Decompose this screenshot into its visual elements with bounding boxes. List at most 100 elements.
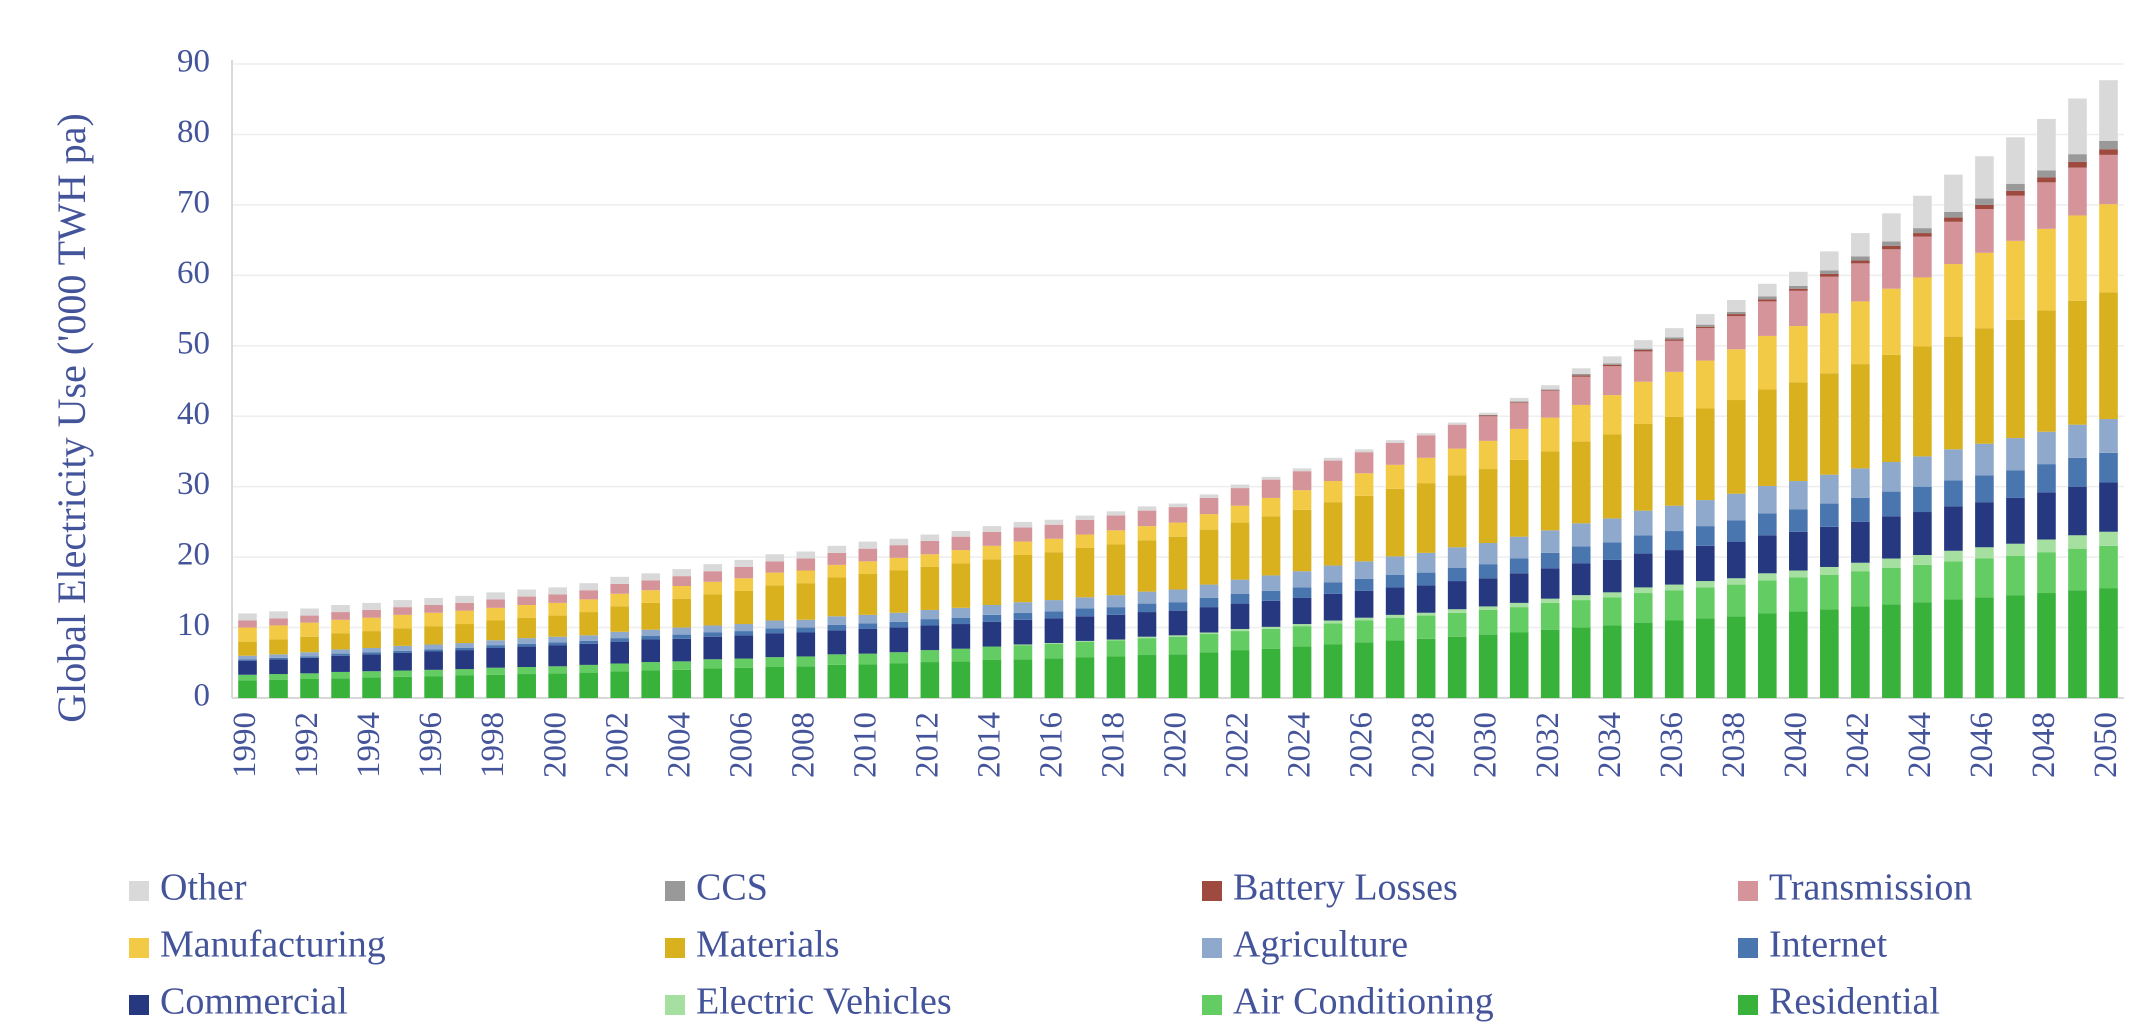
bar-segment [1758,580,1777,614]
x-tick-label: 1998 [475,712,511,778]
bar-segment [1416,585,1436,613]
bar-segment [1944,211,1963,218]
bar-segment [2099,482,2118,532]
y-tick-label: 40 [177,396,210,432]
bar-segment [300,636,319,653]
bar-segment [1758,535,1777,574]
bar-segment [672,576,692,586]
bar-segment [889,612,909,622]
bar-segment [1261,590,1281,601]
bar-segment [1540,389,1560,391]
bar-segment [1975,328,1994,444]
bar-segment [641,639,661,663]
bar-segment [1758,301,1777,336]
bar-segment [579,640,598,644]
legend-swatch [129,881,149,901]
bar-segment [548,587,567,595]
bar-segment [1354,620,1374,643]
bar-segment [1044,519,1064,525]
bar-segment [1913,602,1932,698]
bar-segment [734,559,754,567]
bar-segment [393,650,412,653]
bar-segment [1975,502,1994,548]
x-tick-label: 2030 [1468,712,1504,778]
bar-segment [1602,559,1622,593]
bar-segment [2099,149,2118,155]
bar-segment [1695,360,1715,409]
bar-segment [1913,277,1932,347]
bar-segment [1447,422,1467,425]
bar-segment [1726,311,1746,315]
bar-segment [1075,515,1095,520]
bar-segment [1509,397,1529,402]
bar-segment [1944,264,1963,337]
bar-segment [331,649,350,654]
bar-segment [1820,526,1839,567]
bar-segment [2068,300,2087,425]
bar-segment [1882,241,1901,246]
bar-segment [672,585,692,599]
bar-segment [1478,415,1498,417]
bar-segment [641,636,661,640]
bar-segment [2068,424,2087,458]
bar-segment [1354,590,1374,618]
bar-segment [486,620,505,641]
bar-segment [1820,503,1839,527]
legend-swatch [665,881,685,901]
legend-label: CCS [696,867,768,909]
x-tick-label: 2042 [1840,712,1876,778]
bar-segment [331,671,350,679]
x-tick-label: 1990 [227,712,263,778]
bar-segment [1633,622,1653,698]
bar-segment [1789,570,1808,578]
bar-segment [1354,578,1374,591]
bar-segment [982,614,1002,622]
bar-segment [2099,419,2118,453]
bar-segment [1013,541,1033,555]
bar-segment [796,627,816,633]
bar-segment [827,577,847,617]
bar-segment [455,669,474,676]
bar-segment [1540,390,1560,391]
x-tick-label: 1994 [351,712,387,778]
bar-segment [703,668,723,698]
bar-segment [1913,512,1932,555]
bar-segment [1944,221,1963,265]
x-tick-label: 2016 [1034,712,1070,778]
bar-segment [2037,593,2056,698]
bar-segment [424,651,443,670]
bar-segment [362,602,381,610]
bar-segment [1540,451,1560,531]
bar-segment [300,656,319,658]
bar-segment [1261,497,1281,517]
bar-segment [1478,564,1498,579]
bar-segment [2006,195,2025,241]
bar-segment [827,545,847,553]
bar-segment [579,583,598,591]
bar-segment [2068,535,2087,549]
bar-segment [1944,550,1963,562]
bar-segment [486,645,505,648]
bar-segment [1944,174,1963,212]
bar-segment [765,561,785,573]
bar-segment [1137,510,1157,527]
bar-segment [1975,475,1994,503]
bar-segment [1944,336,1963,450]
x-tick-label: 2000 [537,712,573,778]
bar-segment [2037,182,2056,229]
bar-segment [1013,554,1033,603]
bar-segment [1851,606,1870,698]
bar-segment [2099,452,2118,483]
bar-segment [2006,137,2025,184]
bar-segment [1571,376,1591,405]
bar-segment [1199,633,1219,653]
bar-segment [1478,469,1498,544]
bar-segment [579,643,598,665]
bar-segment [2068,98,2087,155]
bar-segment [1758,283,1777,297]
x-tick-label: 2008 [785,712,821,778]
bar-segment [1664,339,1684,341]
bar-segment [1789,531,1808,571]
bar-segment [1013,612,1033,620]
bar-segment [610,671,630,698]
